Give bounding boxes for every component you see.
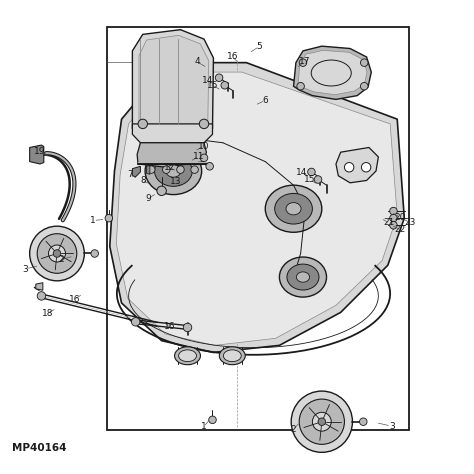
Circle shape — [360, 59, 368, 66]
Polygon shape — [110, 63, 404, 353]
Polygon shape — [293, 46, 371, 100]
Text: 5: 5 — [257, 42, 263, 51]
Bar — [108, 27, 409, 430]
Circle shape — [183, 323, 192, 332]
Ellipse shape — [155, 156, 192, 186]
Circle shape — [177, 166, 184, 173]
Circle shape — [200, 154, 208, 162]
Circle shape — [314, 176, 322, 183]
Text: 22: 22 — [394, 225, 405, 234]
Circle shape — [48, 245, 65, 262]
Text: 1: 1 — [91, 216, 96, 225]
Circle shape — [91, 250, 99, 257]
Circle shape — [291, 391, 353, 452]
Circle shape — [209, 416, 216, 424]
Circle shape — [206, 163, 213, 170]
Text: 2: 2 — [58, 255, 64, 264]
Circle shape — [345, 163, 354, 172]
Ellipse shape — [279, 257, 327, 297]
Text: 16: 16 — [69, 295, 80, 304]
Text: 19: 19 — [34, 147, 46, 156]
Circle shape — [138, 119, 147, 128]
Text: 15: 15 — [304, 175, 316, 184]
Polygon shape — [137, 143, 206, 167]
Circle shape — [221, 82, 228, 89]
Text: 18: 18 — [42, 309, 53, 318]
Text: 8: 8 — [140, 176, 146, 185]
Text: 20: 20 — [394, 213, 405, 222]
Circle shape — [157, 186, 166, 196]
Circle shape — [390, 214, 397, 222]
Text: 2: 2 — [291, 425, 296, 434]
Ellipse shape — [174, 347, 201, 365]
Circle shape — [361, 163, 371, 172]
Text: 14: 14 — [201, 75, 213, 84]
Circle shape — [308, 168, 315, 176]
Circle shape — [312, 412, 331, 431]
Circle shape — [163, 166, 170, 173]
Text: MP40164: MP40164 — [12, 443, 66, 453]
Text: 13: 13 — [170, 177, 182, 186]
Polygon shape — [132, 30, 213, 128]
Text: 10: 10 — [198, 142, 210, 151]
Circle shape — [360, 82, 368, 90]
Circle shape — [147, 166, 155, 173]
Text: 16: 16 — [227, 53, 238, 62]
Text: 21: 21 — [383, 219, 394, 228]
Polygon shape — [117, 72, 397, 346]
Polygon shape — [146, 165, 150, 174]
Circle shape — [53, 250, 61, 257]
Ellipse shape — [166, 165, 181, 177]
Ellipse shape — [223, 350, 241, 362]
Ellipse shape — [145, 147, 201, 195]
Text: 3: 3 — [390, 422, 395, 431]
Text: 3: 3 — [22, 264, 28, 273]
Polygon shape — [298, 50, 367, 95]
Text: 17: 17 — [299, 57, 310, 66]
Polygon shape — [132, 124, 212, 143]
Polygon shape — [36, 283, 43, 290]
Ellipse shape — [296, 272, 310, 282]
Ellipse shape — [179, 350, 197, 362]
Text: 1: 1 — [201, 422, 207, 431]
Text: 4: 4 — [194, 57, 200, 66]
Polygon shape — [132, 166, 140, 177]
Text: 15: 15 — [207, 81, 218, 90]
Circle shape — [105, 214, 113, 222]
Circle shape — [359, 418, 367, 426]
Circle shape — [299, 399, 345, 444]
Ellipse shape — [287, 264, 319, 290]
Circle shape — [30, 226, 84, 281]
Circle shape — [37, 234, 77, 273]
Circle shape — [37, 292, 46, 300]
Circle shape — [318, 418, 326, 426]
Circle shape — [390, 221, 397, 229]
Text: 9: 9 — [146, 194, 151, 203]
Text: 16: 16 — [164, 322, 176, 331]
Circle shape — [215, 74, 223, 82]
Text: 14: 14 — [296, 168, 307, 177]
Circle shape — [390, 207, 397, 215]
Ellipse shape — [275, 193, 312, 224]
Ellipse shape — [286, 202, 301, 215]
Text: 11: 11 — [192, 152, 204, 161]
Polygon shape — [139, 36, 209, 125]
Circle shape — [131, 318, 140, 326]
Circle shape — [297, 82, 304, 90]
Circle shape — [299, 59, 307, 66]
Text: 12: 12 — [164, 163, 175, 172]
Ellipse shape — [265, 185, 322, 232]
Circle shape — [191, 166, 198, 173]
Ellipse shape — [219, 347, 245, 365]
Polygon shape — [30, 145, 44, 164]
Text: 6: 6 — [263, 96, 268, 105]
Text: 23: 23 — [405, 219, 416, 228]
Circle shape — [199, 119, 209, 128]
Text: 7: 7 — [128, 170, 133, 179]
Polygon shape — [336, 147, 378, 183]
